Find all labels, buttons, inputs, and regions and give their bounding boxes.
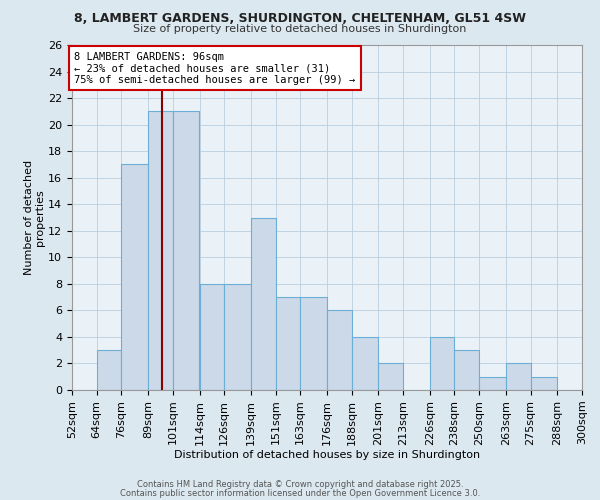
Bar: [379, 364, 403, 390]
X-axis label: Distribution of detached houses by size in Shurdington: Distribution of detached houses by size …: [174, 450, 480, 460]
Bar: [199, 284, 224, 390]
Y-axis label: Number of detached
properties: Number of detached properties: [23, 160, 45, 275]
Bar: [300, 297, 327, 390]
Bar: [148, 112, 173, 390]
Text: Size of property relative to detached houses in Shurdington: Size of property relative to detached ho…: [133, 24, 467, 34]
Text: Contains public sector information licensed under the Open Government Licence 3.: Contains public sector information licen…: [120, 488, 480, 498]
Bar: [530, 376, 557, 390]
Bar: [352, 337, 379, 390]
Bar: [275, 297, 300, 390]
Bar: [506, 364, 530, 390]
Text: Contains HM Land Registry data © Crown copyright and database right 2025.: Contains HM Land Registry data © Crown c…: [137, 480, 463, 489]
Bar: [251, 218, 275, 390]
Bar: [327, 310, 352, 390]
Bar: [121, 164, 148, 390]
Bar: [479, 376, 506, 390]
Bar: [224, 284, 251, 390]
Bar: [455, 350, 479, 390]
Text: 8, LAMBERT GARDENS, SHURDINGTON, CHELTENHAM, GL51 4SW: 8, LAMBERT GARDENS, SHURDINGTON, CHELTEN…: [74, 12, 526, 26]
Bar: [173, 112, 199, 390]
Text: 8 LAMBERT GARDENS: 96sqm
← 23% of detached houses are smaller (31)
75% of semi-d: 8 LAMBERT GARDENS: 96sqm ← 23% of detach…: [74, 52, 355, 85]
Bar: [430, 337, 455, 390]
Bar: [97, 350, 121, 390]
